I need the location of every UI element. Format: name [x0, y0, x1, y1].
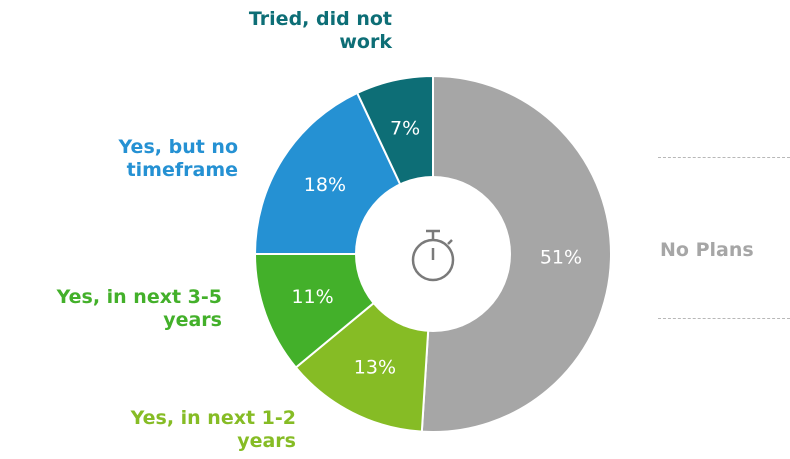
label-tried-did-not-work: Tried, did not work [248, 8, 392, 53]
slice-value-label-1: 13% [354, 357, 396, 379]
leader-line-bottom [658, 318, 790, 319]
label-yes-no-timeframe: Yes, but no timeframe [118, 136, 238, 181]
label-yes-1-2-years: Yes, in next 1-2 years [130, 407, 296, 452]
slice-0 [420, 74, 612, 433]
slice-value-label-0: 51% [540, 247, 582, 269]
leader-line-top [658, 157, 790, 158]
label-no-plans: No Plans [660, 239, 754, 261]
slice-value-label-4: 7% [390, 118, 420, 140]
slice-value-label-2: 11% [291, 286, 333, 308]
stopwatch-icon [411, 229, 455, 282]
slice-value-label-3: 18% [304, 174, 346, 196]
label-yes-3-5-years: Yes, in next 3-5 years [56, 286, 222, 331]
